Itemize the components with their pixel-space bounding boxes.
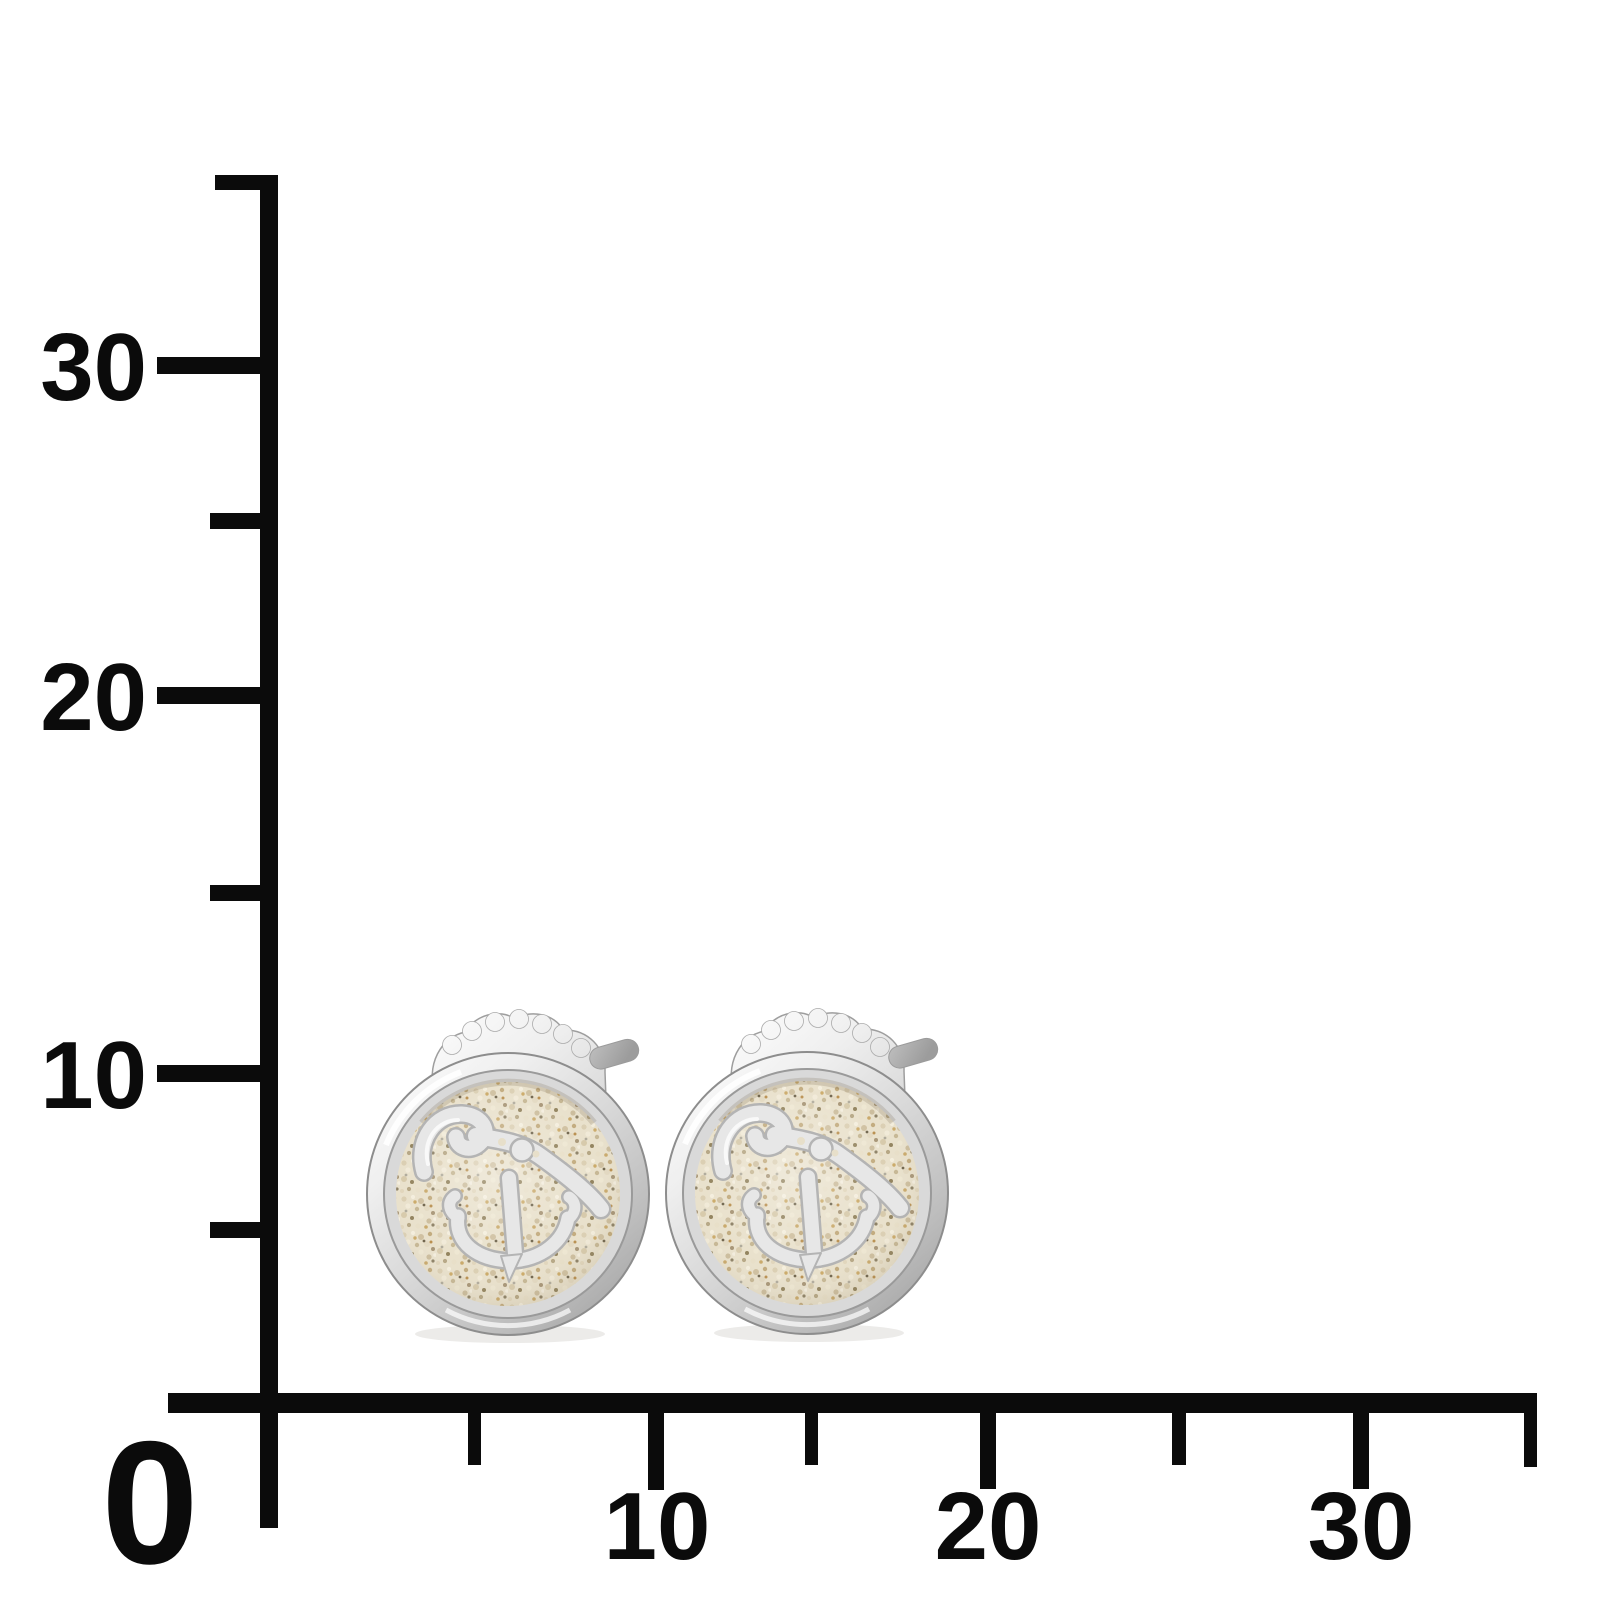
y-tick-major-30 <box>157 357 260 374</box>
x-tick-major-10 <box>648 1413 664 1490</box>
x-tick-minor-25 <box>1172 1413 1186 1465</box>
y-tick-minor-15 <box>210 885 260 901</box>
x-tick-major-20 <box>980 1413 996 1489</box>
x-axis-label-10: 10 <box>603 1473 711 1580</box>
x-tick-minor-15 <box>805 1413 818 1465</box>
x-tick-end <box>1524 1413 1537 1467</box>
y-axis-label-30: 30 <box>40 314 147 421</box>
vertical-axis-bar <box>260 175 278 1528</box>
y-tick-major-20 <box>157 687 260 704</box>
x-tick-major-30 <box>1353 1413 1369 1489</box>
horizontal-axis-bar <box>168 1393 1537 1413</box>
origin-label: 0 <box>101 1406 199 1600</box>
y-tick-minor-5 <box>210 1222 260 1238</box>
y-axis-label-10: 10 <box>40 1022 147 1129</box>
x-axis-label-20: 20 <box>934 1473 1042 1580</box>
y-tick-minor-25 <box>210 513 260 529</box>
x-axis-label-30: 30 <box>1307 1473 1415 1580</box>
y-tick-major-10 <box>157 1065 260 1082</box>
earring-right <box>666 1009 948 1343</box>
y-axis-label-20: 20 <box>40 644 147 751</box>
earrings-photo <box>300 950 1020 1370</box>
earring-left <box>367 1010 649 1344</box>
y-tick-minor-35 <box>215 175 260 190</box>
x-tick-minor-5 <box>468 1413 481 1465</box>
